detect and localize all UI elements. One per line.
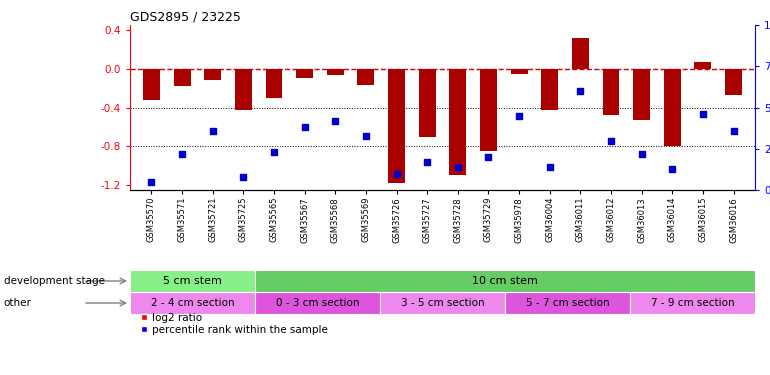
Bar	[174, 69, 190, 86]
Point	[635, 151, 648, 157]
Bar	[695, 62, 711, 69]
Text: 10 cm stem: 10 cm stem	[472, 276, 538, 286]
Bar	[603, 69, 619, 115]
Text: 5 cm stem: 5 cm stem	[163, 276, 222, 286]
Bar	[633, 69, 650, 120]
Bar	[388, 69, 405, 183]
Legend: log2 ratio, percentile rank within the sample: log2 ratio, percentile rank within the s…	[136, 308, 332, 339]
Bar	[419, 69, 436, 136]
Point	[544, 164, 556, 170]
Bar	[664, 69, 681, 146]
Bar	[725, 69, 742, 95]
Point	[299, 124, 311, 130]
Bar	[143, 69, 160, 100]
Text: GDS2895 / 23225: GDS2895 / 23225	[130, 11, 241, 24]
Bar	[255, 270, 755, 292]
Point	[329, 118, 341, 124]
Text: development stage: development stage	[4, 276, 105, 286]
Point	[421, 159, 434, 165]
Point	[360, 132, 372, 138]
Text: 0 - 3 cm section: 0 - 3 cm section	[276, 298, 360, 308]
Point	[176, 151, 188, 157]
Bar	[480, 69, 497, 151]
Text: 3 - 5 cm section: 3 - 5 cm section	[400, 298, 484, 308]
Point	[666, 165, 678, 171]
Point	[574, 88, 587, 94]
Bar	[511, 69, 527, 74]
Bar	[380, 292, 505, 314]
Bar	[235, 69, 252, 110]
Bar	[541, 69, 558, 110]
Point	[697, 111, 709, 117]
Text: 2 - 4 cm section: 2 - 4 cm section	[151, 298, 234, 308]
Point	[237, 174, 249, 180]
Bar	[326, 69, 343, 75]
Bar	[130, 292, 255, 314]
Bar	[296, 69, 313, 78]
Bar	[357, 69, 374, 85]
Point	[605, 138, 618, 144]
Bar	[204, 69, 221, 80]
Point	[146, 179, 158, 185]
Text: 5 - 7 cm section: 5 - 7 cm section	[526, 298, 609, 308]
Bar	[505, 292, 630, 314]
Bar	[266, 69, 283, 98]
Point	[206, 128, 219, 134]
Bar	[572, 38, 589, 69]
Point	[268, 149, 280, 155]
Point	[482, 154, 494, 160]
Point	[513, 113, 525, 119]
Text: other: other	[4, 298, 32, 308]
Point	[452, 164, 464, 170]
Text: 7 - 9 cm section: 7 - 9 cm section	[651, 298, 735, 308]
Point	[728, 128, 740, 134]
Bar	[255, 292, 380, 314]
Bar	[130, 270, 255, 292]
Bar	[630, 292, 755, 314]
Point	[390, 171, 403, 177]
Bar	[450, 69, 467, 176]
